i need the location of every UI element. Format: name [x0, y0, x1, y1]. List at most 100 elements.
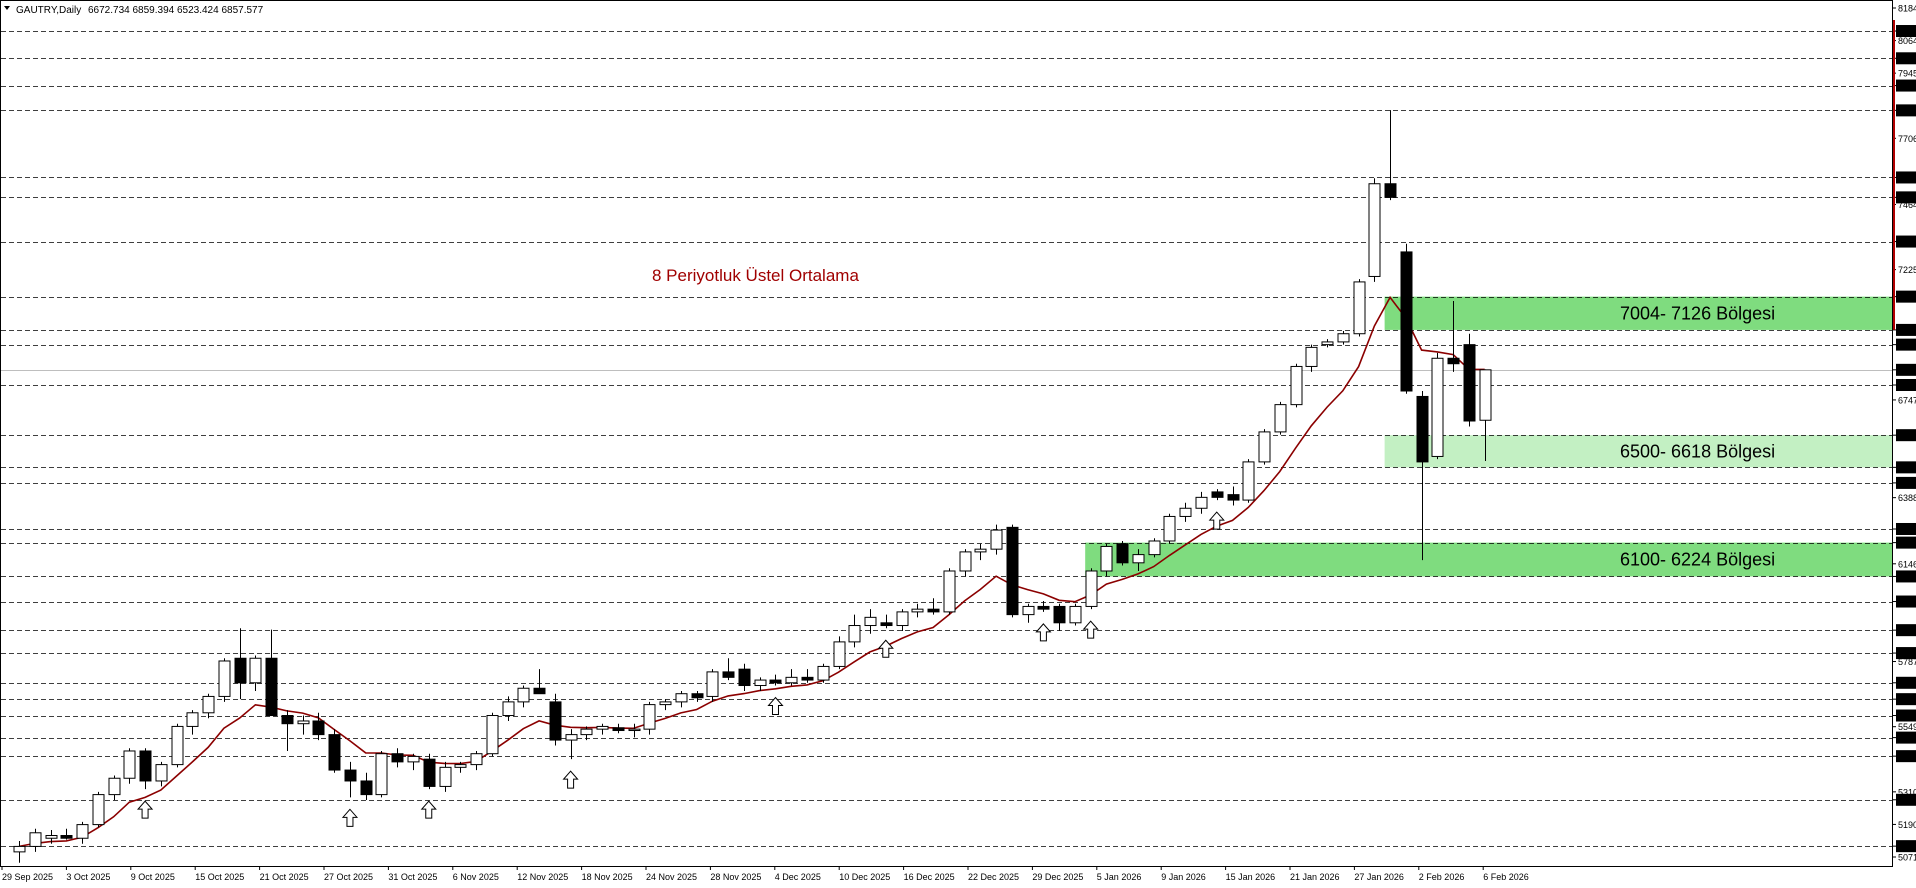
candle [580, 726, 593, 741]
price-tag [1896, 323, 1916, 336]
candle [470, 750, 483, 771]
ema-layer [18, 295, 1485, 848]
x-tick-label: 9 Oct 2025 [131, 872, 175, 882]
zone-band [1384, 435, 1892, 468]
candle-body [706, 671, 719, 697]
candle-body [375, 753, 388, 796]
y-tick-label: 6747.270 [1898, 395, 1916, 405]
candle-body [486, 715, 499, 755]
price-tag [1896, 290, 1916, 303]
candle [864, 609, 877, 634]
candle-body [1006, 526, 1019, 616]
candle-body [1479, 369, 1492, 421]
x-tick-label: 12 Nov 2025 [517, 872, 568, 882]
y-tick-label: 7328.000 [1898, 237, 1916, 247]
candle [722, 658, 735, 681]
candle [1211, 489, 1224, 501]
x-tick-label: 5 Jan 2026 [1097, 872, 1142, 882]
candle [927, 598, 940, 615]
candle-body [659, 701, 672, 706]
candle-body [29, 832, 42, 847]
candle [1353, 279, 1366, 337]
candle-body [769, 679, 782, 684]
y-tick-label: 7809.000 [1898, 106, 1916, 116]
up-arrow-icon [877, 639, 894, 658]
candle [45, 830, 58, 844]
y-tick-label: 5710.000 [1898, 678, 1916, 688]
candle-body [959, 551, 972, 572]
candle-body [817, 665, 830, 681]
candle [1337, 331, 1350, 345]
price-tag [1896, 840, 1916, 853]
candle [265, 629, 278, 717]
y-tick-label: 6618.000 [1898, 431, 1916, 441]
price-tag [1896, 731, 1916, 744]
candle-body [848, 625, 861, 643]
candle-body [1274, 404, 1287, 433]
x-tick-label: 4 Dec 2025 [775, 872, 821, 882]
price-tag [1896, 191, 1916, 204]
price-tag [1896, 709, 1916, 722]
candle [29, 828, 42, 852]
candle-body [517, 687, 530, 703]
candle [1384, 110, 1397, 201]
candle-body [234, 657, 247, 684]
candle-body [502, 701, 515, 717]
candle-body [1211, 491, 1224, 498]
candle [1053, 603, 1066, 631]
candle [974, 543, 987, 561]
y-tick-label: 7126.000 [1898, 292, 1916, 302]
ema-line [18, 295, 1485, 848]
candle-body [1384, 183, 1397, 198]
candle-body [265, 657, 278, 717]
candle-body [596, 725, 609, 730]
candle [612, 723, 625, 734]
dropdown-icon[interactable] [4, 6, 10, 10]
x-tick-label: 29 Dec 2025 [1032, 872, 1083, 882]
y-tick-label: 7490.000 [1898, 193, 1916, 203]
candle-body [186, 712, 199, 727]
candle-body [108, 777, 121, 796]
candle [1447, 301, 1460, 372]
y-tick-label: 6274.000 [1898, 524, 1916, 534]
candle-body [76, 824, 89, 839]
x-tick-label: 24 Nov 2025 [646, 872, 697, 882]
candle [234, 628, 247, 700]
y-tick-label: 6443.000 [1898, 478, 1916, 488]
candle-body [533, 687, 546, 695]
price-tag [1896, 104, 1916, 117]
candle [423, 753, 436, 790]
zone-label: 6100- 6224 Bölgesi [1620, 550, 1775, 570]
candle [848, 614, 861, 648]
y-tick-label: 7004.000 [1898, 325, 1916, 335]
up-arrow-icon [1082, 620, 1099, 639]
candle-body [1463, 344, 1476, 422]
candle-body [297, 720, 310, 725]
candle-body [454, 764, 467, 768]
candle-body [943, 570, 956, 613]
y-tick-label: 7225.110 [1898, 265, 1916, 275]
candle-body [1053, 605, 1066, 624]
candle [1227, 486, 1240, 506]
y-tick-label: 5549.050 [1898, 722, 1916, 732]
candle [391, 748, 404, 768]
candle [312, 712, 325, 741]
candle [565, 729, 578, 760]
candle [281, 710, 294, 751]
candle-body [1321, 341, 1334, 346]
price-tag [1896, 522, 1916, 535]
candle [691, 690, 704, 702]
y-tick-label: 6802.000 [1898, 380, 1916, 390]
up-arrow-icon [341, 808, 359, 827]
y-tick-label: 8100.000 [1898, 27, 1916, 37]
price-tag [1896, 647, 1916, 660]
y-tick-label: 6100.000 [1898, 572, 1916, 582]
candle [1163, 513, 1176, 544]
y-tick-label: 6224.000 [1898, 538, 1916, 548]
x-tick-label: 27 Oct 2025 [324, 872, 373, 882]
candle-body [1337, 333, 1350, 343]
candle [675, 690, 688, 708]
candle-body [1100, 545, 1113, 572]
y-tick-label: 5281.000 [1898, 795, 1916, 805]
candle-body [92, 794, 105, 826]
